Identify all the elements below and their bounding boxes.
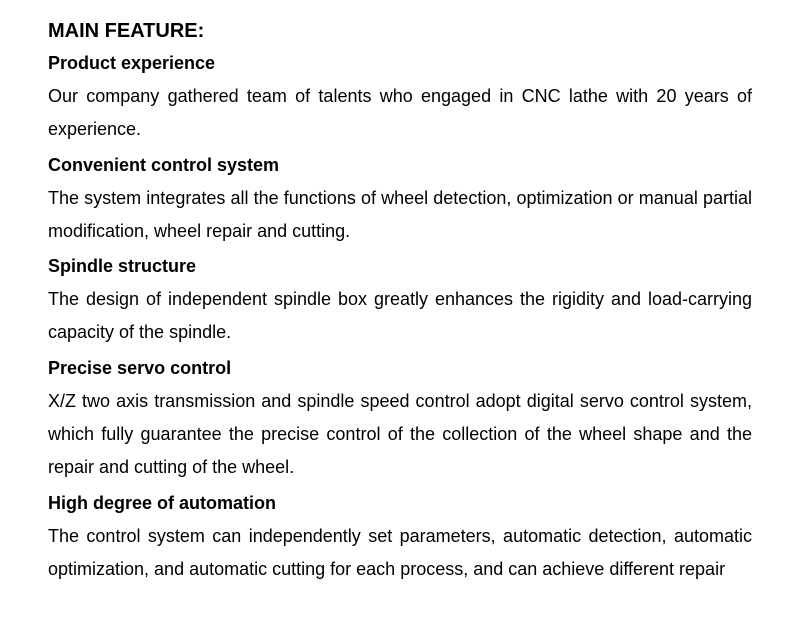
- page-title: MAIN FEATURE:: [48, 20, 752, 43]
- section-body-precise-servo: X/Z two axis transmission and spindle sp…: [48, 385, 752, 485]
- section-heading-automation: High degree of automation: [48, 493, 752, 514]
- section-heading-spindle-structure: Spindle structure: [48, 256, 752, 277]
- section-heading-convenient-control: Convenient control system: [48, 155, 752, 176]
- section-heading-precise-servo: Precise servo control: [48, 358, 752, 379]
- section-body-convenient-control: The system integrates all the functions …: [48, 182, 752, 249]
- section-body-automation: The control system can independently set…: [48, 520, 752, 587]
- section-heading-product-experience: Product experience: [48, 53, 752, 74]
- section-body-spindle-structure: The design of independent spindle box gr…: [48, 283, 752, 350]
- section-body-product-experience: Our company gathered team of talents who…: [48, 80, 752, 147]
